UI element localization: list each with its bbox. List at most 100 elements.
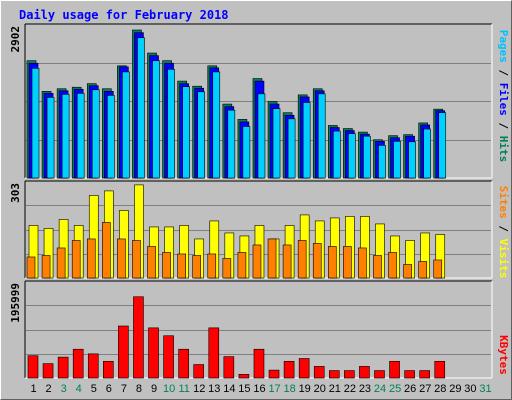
x-tick-23: 23 [359, 383, 371, 395]
bar-pages-day-26 [408, 141, 416, 179]
x-tick-16: 16 [253, 383, 265, 395]
bar-sites-day-19 [297, 240, 307, 279]
x-tick-7: 7 [121, 383, 127, 395]
bar-kbytes-day-20 [313, 366, 325, 379]
max-label-visits-sites: 303 [9, 183, 22, 203]
bar-sites-day-23 [358, 247, 367, 279]
legend-item: Hits [497, 136, 510, 163]
bar-pages-day-1 [31, 68, 40, 179]
x-tick-1: 1 [30, 383, 36, 395]
bar-pages-day-19 [302, 102, 311, 179]
bar-sites-day-22 [343, 246, 352, 279]
x-tick-31: 31 [479, 383, 491, 395]
legend-item: / [497, 63, 510, 83]
bar-sites-day-17 [267, 238, 277, 279]
bar-pages-day-24 [378, 145, 386, 179]
bar-sites-day-7 [117, 238, 126, 279]
bar-pages-day-8 [137, 37, 145, 179]
bar-sites-day-26 [403, 264, 412, 279]
bar-kbytes-day-19 [298, 358, 310, 379]
bar-pages-day-25 [393, 140, 401, 179]
x-tick-6: 6 [106, 383, 112, 395]
legend-item: Files [497, 83, 510, 116]
legend-item: Sites [497, 186, 510, 219]
bar-pages-day-4 [76, 93, 85, 179]
bar-sites-day-27 [418, 261, 427, 279]
bar-kbytes-day-14 [223, 356, 235, 379]
bar-pages-day-3 [61, 94, 70, 179]
max-label-hits-files-pages: 2902 [9, 26, 22, 53]
bar-sites-day-13 [207, 253, 217, 279]
bar-pages-day-16 [257, 93, 266, 179]
x-tick-5: 5 [91, 383, 97, 395]
bar-sites-day-3 [56, 247, 66, 279]
bar-kbytes-day-26 [404, 370, 415, 379]
x-tick-3: 3 [61, 383, 67, 395]
bar-sites-day-10 [162, 252, 171, 279]
bar-kbytes-day-11 [178, 348, 189, 379]
bar-kbytes-day-22 [344, 370, 355, 379]
bar-sites-day-12 [192, 255, 202, 279]
bar-kbytes-day-13 [208, 327, 220, 379]
bar-sites-day-2 [41, 255, 51, 279]
bar-pages-day-13 [212, 71, 221, 179]
legend-item: / [497, 116, 510, 136]
bar-kbytes-day-17 [268, 369, 280, 379]
bar-kbytes-day-23 [359, 366, 370, 379]
bar-pages-day-18 [287, 118, 296, 179]
legend-item: Pages [497, 30, 510, 63]
bar-sites-day-15 [237, 252, 247, 279]
legend-top: Pages / Files / Hits [497, 30, 510, 163]
bar-sites-day-20 [312, 243, 322, 279]
bar-sites-day-21 [327, 246, 337, 279]
bar-pages-day-7 [122, 71, 130, 179]
bar-sites-day-9 [147, 246, 156, 279]
x-tick-9: 9 [151, 383, 157, 395]
bar-kbytes-day-27 [419, 370, 430, 379]
legend-bottom: KBytes [497, 335, 510, 375]
bar-kbytes-day-9 [148, 327, 159, 379]
bar-pages-day-21 [332, 130, 341, 179]
x-tick-2: 2 [46, 383, 52, 395]
bar-sites-day-6 [102, 222, 111, 279]
bar-pages-day-20 [317, 93, 326, 179]
bar-sites-day-1 [26, 256, 36, 279]
bar-kbytes-day-2 [42, 363, 54, 379]
x-tick-26: 26 [404, 383, 416, 395]
bar-sites-day-11 [177, 253, 186, 279]
bar-kbytes-day-6 [103, 360, 114, 379]
legend-item: / [497, 219, 510, 239]
bar-kbytes-day-18 [283, 360, 295, 379]
bar-kbytes-day-5 [87, 353, 99, 379]
bar-pages-day-11 [182, 86, 190, 179]
bar-sites-day-24 [373, 255, 382, 279]
x-tick-22: 22 [344, 383, 356, 395]
bar-sites-day-16 [252, 244, 262, 279]
x-tick-4: 4 [76, 383, 82, 395]
bar-kbytes-day-25 [389, 360, 400, 379]
bar-kbytes-day-7 [118, 325, 129, 379]
x-tick-25: 25 [389, 383, 401, 395]
bar-kbytes-day-24 [374, 370, 385, 379]
x-tick-29: 29 [449, 383, 461, 395]
bar-sites-day-5 [86, 238, 96, 279]
bar-sites-day-28 [433, 259, 443, 279]
bar-pages-day-28 [438, 112, 447, 179]
bar-pages-day-6 [107, 95, 115, 179]
bar-pages-day-15 [242, 126, 251, 179]
bar-pages-day-5 [91, 89, 100, 179]
x-tick-14: 14 [223, 383, 235, 395]
x-tick-19: 19 [299, 383, 311, 395]
legend-item: Visits [497, 239, 510, 279]
bar-kbytes-day-8 [133, 296, 144, 379]
x-tick-15: 15 [238, 383, 250, 395]
x-tick-12: 12 [193, 383, 205, 395]
bar-sites-day-14 [222, 258, 232, 279]
bar-kbytes-day-4 [72, 348, 84, 379]
x-tick-30: 30 [464, 383, 476, 395]
bar-sites-day-18 [282, 244, 292, 279]
bar-kbytes-day-16 [253, 348, 265, 379]
bar-sites-day-4 [71, 240, 81, 279]
bar-pages-day-9 [152, 60, 160, 179]
